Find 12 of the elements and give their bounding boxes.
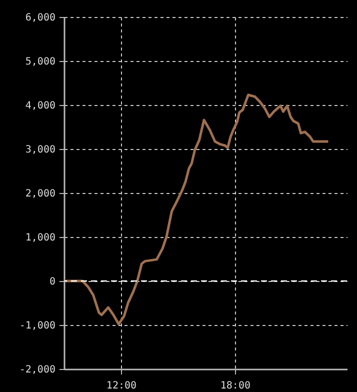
y-tick-label: 1,000 <box>25 232 56 244</box>
y-tick-label: 0 <box>49 276 56 288</box>
y-tick-label: 2,000 <box>25 188 56 200</box>
x-tick-label: 12:00 <box>106 380 137 392</box>
y-tick-label: -2,000 <box>19 364 56 376</box>
y-tick-label: 5,000 <box>25 56 56 68</box>
y-tick-label: 6,000 <box>25 12 56 24</box>
y-tick-label: 3,000 <box>25 144 56 156</box>
x-tick-label: 18:00 <box>220 380 250 392</box>
y-tick-label: 4,000 <box>25 100 56 112</box>
y-tick-label: -1,000 <box>19 320 56 332</box>
line-series <box>64 94 330 326</box>
